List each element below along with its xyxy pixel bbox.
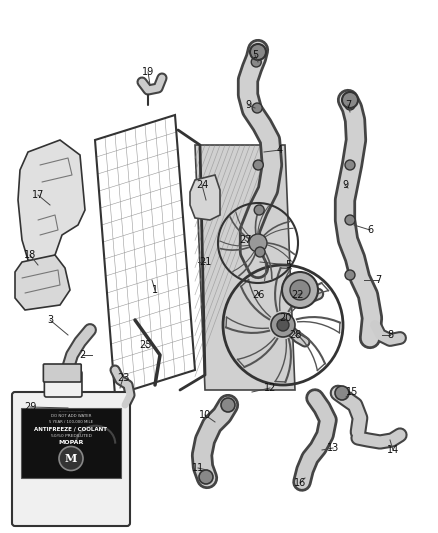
Text: 16: 16 bbox=[294, 478, 306, 488]
Circle shape bbox=[345, 100, 355, 110]
Text: 9: 9 bbox=[245, 100, 251, 110]
Circle shape bbox=[199, 470, 213, 484]
Text: 17: 17 bbox=[32, 190, 44, 200]
Text: MOPAR: MOPAR bbox=[58, 440, 84, 446]
Polygon shape bbox=[190, 175, 220, 220]
Text: 12: 12 bbox=[264, 383, 276, 393]
Circle shape bbox=[342, 92, 358, 108]
Text: _______________: _______________ bbox=[58, 409, 84, 413]
Text: 25: 25 bbox=[139, 340, 151, 350]
Polygon shape bbox=[15, 255, 70, 310]
Text: 27: 27 bbox=[239, 235, 251, 245]
FancyBboxPatch shape bbox=[12, 392, 130, 526]
Text: 21: 21 bbox=[199, 257, 211, 267]
Circle shape bbox=[345, 160, 355, 170]
Text: DO NOT ADD WATER: DO NOT ADD WATER bbox=[51, 414, 91, 417]
Text: 22: 22 bbox=[292, 290, 304, 300]
FancyBboxPatch shape bbox=[43, 364, 81, 382]
Circle shape bbox=[255, 247, 265, 257]
Circle shape bbox=[252, 103, 262, 113]
Text: 13: 13 bbox=[327, 443, 339, 453]
Text: 5: 5 bbox=[285, 260, 291, 270]
Text: 50/50 PREDILUTED: 50/50 PREDILUTED bbox=[50, 434, 92, 438]
Circle shape bbox=[249, 234, 267, 252]
Text: 26: 26 bbox=[252, 290, 264, 300]
Text: 8: 8 bbox=[387, 330, 393, 340]
Circle shape bbox=[335, 386, 349, 400]
Text: M: M bbox=[65, 453, 77, 464]
Circle shape bbox=[277, 319, 289, 331]
Text: 20: 20 bbox=[279, 313, 291, 323]
Text: 24: 24 bbox=[196, 180, 208, 190]
Circle shape bbox=[290, 280, 310, 300]
Polygon shape bbox=[195, 145, 295, 390]
Circle shape bbox=[59, 447, 83, 471]
Text: 11: 11 bbox=[192, 463, 204, 473]
Circle shape bbox=[345, 270, 355, 280]
Text: 14: 14 bbox=[387, 445, 399, 455]
Circle shape bbox=[271, 313, 295, 337]
Circle shape bbox=[221, 398, 235, 412]
Text: 1: 1 bbox=[152, 285, 158, 295]
FancyBboxPatch shape bbox=[21, 408, 121, 478]
Text: 28: 28 bbox=[289, 330, 301, 340]
Text: 6: 6 bbox=[367, 225, 373, 235]
Text: 7: 7 bbox=[375, 275, 381, 285]
Circle shape bbox=[253, 160, 263, 170]
Text: ANTIFREEZE / COOLANT: ANTIFREEZE / COOLANT bbox=[35, 426, 107, 431]
Text: 3: 3 bbox=[47, 315, 53, 325]
FancyBboxPatch shape bbox=[44, 371, 82, 397]
Text: 19: 19 bbox=[142, 67, 154, 77]
Text: 29: 29 bbox=[24, 402, 36, 412]
Text: 18: 18 bbox=[24, 250, 36, 260]
Text: 5 YEAR / 100,000 MILE: 5 YEAR / 100,000 MILE bbox=[49, 420, 93, 424]
Circle shape bbox=[282, 272, 318, 308]
Circle shape bbox=[250, 44, 266, 60]
Circle shape bbox=[345, 215, 355, 225]
Text: 10: 10 bbox=[199, 410, 211, 420]
Circle shape bbox=[254, 205, 264, 215]
Text: 2: 2 bbox=[79, 350, 85, 360]
Polygon shape bbox=[18, 140, 85, 265]
Text: 5: 5 bbox=[252, 50, 258, 60]
Circle shape bbox=[251, 57, 261, 67]
Text: 15: 15 bbox=[346, 387, 358, 397]
Text: 23: 23 bbox=[117, 373, 129, 383]
Text: 7: 7 bbox=[345, 100, 351, 110]
Text: 9: 9 bbox=[342, 180, 348, 190]
Text: 4: 4 bbox=[277, 145, 283, 155]
